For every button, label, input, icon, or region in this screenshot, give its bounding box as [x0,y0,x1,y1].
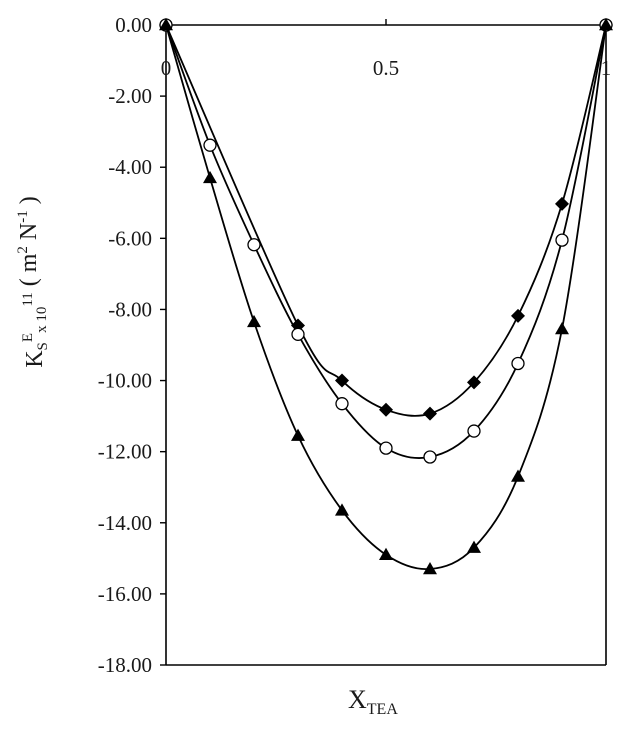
triangle-marker [423,562,437,575]
y-tick-label: -12.00 [98,440,152,464]
triangle-marker [203,170,217,184]
triangle-marker [467,540,481,553]
circle-series [159,18,613,464]
y-axis-title-x10: x 10 [34,307,50,333]
diamond-series [159,18,613,421]
circle-marker [423,450,437,464]
circle-marker [555,233,569,247]
x-axis-title-sub: TEA [367,701,399,718]
diamond-marker [335,373,349,388]
y-tick-label: -6.00 [108,226,152,250]
triangle-series-line [165,24,607,571]
circle-series-line [165,24,607,459]
y-axis-title-unit-supm1: -1 [15,210,31,223]
y-tick-label: -4.00 [108,155,152,179]
y-axis-title: KSEx 1011 ( m2 N-1 ) [15,196,51,368]
triangle-marker [555,322,569,335]
y-tick-label: -10.00 [98,369,152,393]
x-tick-label: 0.5 [373,56,399,80]
triangle-marker [335,503,349,516]
x-tick-label: 0 [161,56,172,80]
triangle-marker [159,18,173,31]
tick-labels: 0.00 -2.00 -4.00 -6.00 -8.00 -10.00 -12.00 -14.… [98,13,612,677]
circle-marker [511,356,525,371]
diamond-marker [423,406,437,421]
y-axis-title-e-sup: E [20,333,36,342]
x-tick-label: 1 [601,56,612,80]
x-axis-title-main: X [348,685,367,714]
circle-marker [467,424,481,438]
circle-marker [247,238,261,252]
y-axis-title-unit-n: N [16,223,42,246]
circle-marker [335,397,349,411]
triangle-marker [247,314,261,328]
y-tick-label: -2.00 [108,84,152,108]
y-tick-label: -14.00 [98,511,152,535]
y-tick-label: 0.00 [115,13,152,37]
circle-marker [291,327,305,341]
axes [160,19,607,666]
circle-marker [379,441,393,455]
triangle-marker [599,18,613,31]
y-axis-title-exp: 11 [20,292,36,306]
x-axis-title: XTEA [348,685,398,718]
y-tick-label: -18.00 [98,653,152,677]
diamond-series-line [165,24,607,417]
diamond-marker [379,402,393,417]
diamond-marker [467,375,481,390]
diamond-marker [555,196,569,211]
y-tick-label: -16.00 [98,582,152,606]
y-axis-title-unit-close: ) [16,196,42,210]
y-axis-title-unit-sup2: 2 [15,246,31,254]
circle-marker [203,138,217,152]
y-tick-label: -8.00 [108,297,152,321]
triangle-marker [511,469,525,482]
diamond-marker [511,308,525,323]
y-axis-title-k: K [22,350,48,368]
plot-area [159,18,613,575]
triangle-marker [291,428,305,441]
triangle-series [159,18,613,575]
y-axis-title-k-sub: S [35,342,51,350]
y-axis-title-unit-open: ( m [16,253,42,292]
triangle-marker [379,547,393,561]
